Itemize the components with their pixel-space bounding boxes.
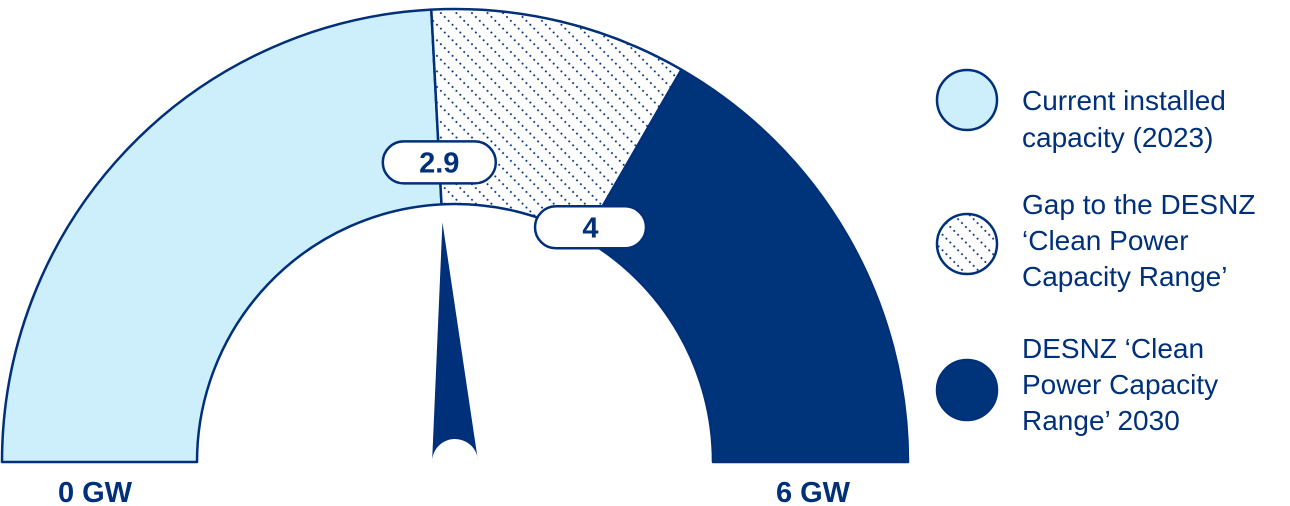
value-label-gap: 4 bbox=[582, 212, 598, 244]
legend-label-gap: ‘Clean Power bbox=[1022, 225, 1189, 256]
value-label-pill-current bbox=[381, 140, 498, 185]
legend-swatch-range bbox=[935, 358, 999, 422]
value-label-current: 2.9 bbox=[419, 147, 459, 179]
legend: Current installed capacity (2023) Gap to t… bbox=[935, 68, 1255, 436]
gauge-segment-range bbox=[582, 68, 910, 464]
axis-min-label: 0 GW bbox=[58, 477, 133, 506]
legend-label-range: Power Capacity bbox=[1022, 369, 1218, 400]
legend-label-current: capacity (2023) bbox=[1022, 122, 1213, 153]
legend-label-gap: Capacity Range’ bbox=[1022, 261, 1227, 292]
gauge-segment-current bbox=[0, 8, 443, 464]
value-label-pill-gap bbox=[533, 205, 648, 250]
axis-max-label: 6 GW bbox=[776, 477, 851, 506]
legend-label-gap: Gap to the DESNZ bbox=[1022, 189, 1255, 220]
legend-swatch-gap bbox=[935, 212, 999, 276]
legend-swatch-current bbox=[935, 68, 999, 132]
legend-label-range: Range’ 2030 bbox=[1022, 405, 1180, 436]
legend-label-current: Current installed bbox=[1022, 85, 1226, 116]
legend-label-range: DESNZ ‘Clean bbox=[1022, 333, 1204, 364]
gauge-needle bbox=[431, 222, 478, 464]
